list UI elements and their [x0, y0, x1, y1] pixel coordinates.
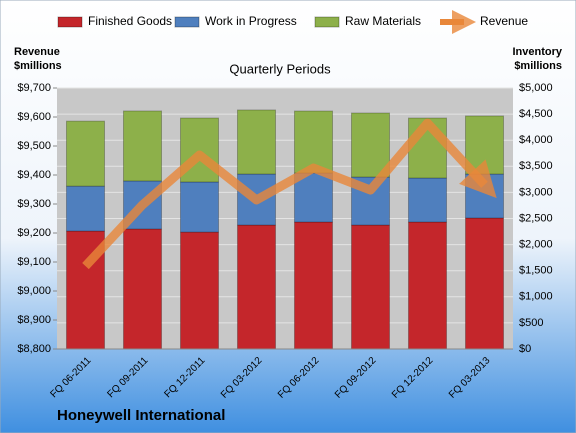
- y2-label: Inventory: [512, 46, 562, 58]
- y2-label: $millions: [514, 60, 562, 72]
- legend-swatch: [57, 16, 83, 28]
- y2-tick-label: $0: [519, 343, 531, 355]
- legend-label: Revenue: [480, 14, 528, 28]
- bar-segment: [123, 228, 162, 350]
- bar-segment: [66, 120, 105, 187]
- y2-tick-label: $4,000: [519, 134, 553, 146]
- bar-segment: [351, 112, 390, 178]
- revenue-line: [82, 118, 497, 270]
- bar-segment: [180, 231, 219, 350]
- bar-segment: [237, 224, 276, 350]
- y-tick-label: $8,800: [17, 343, 51, 355]
- legend-swatch: [174, 16, 200, 28]
- bar-segment: [123, 110, 162, 182]
- legend-label: Raw Materials: [345, 14, 421, 28]
- y2-tick-label: $4,500: [519, 108, 553, 120]
- bar-segment: [408, 177, 447, 223]
- y-tick-label: $9,700: [17, 82, 51, 94]
- y2-tick-label: $2,500: [519, 212, 553, 224]
- bar-segment: [294, 172, 333, 223]
- y2-tick-label: $3,000: [519, 186, 553, 198]
- y2-tick-label: $2,000: [519, 239, 553, 251]
- y2-tick-label: $1,000: [519, 291, 553, 303]
- bar-segment: [180, 181, 219, 233]
- y-tick-label: $9,000: [17, 285, 51, 297]
- y-tick-label: $9,100: [17, 256, 51, 268]
- legend-label: Work in Progress: [205, 14, 297, 28]
- bar-segment: [294, 221, 333, 350]
- y2-tick-label: $1,500: [519, 265, 553, 277]
- bar-segment: [294, 110, 333, 174]
- y-tick-label: $9,500: [17, 140, 51, 152]
- bar-segment: [237, 109, 276, 175]
- legend-label: Finished Goods: [88, 14, 172, 28]
- y-tick-label: $8,900: [17, 314, 51, 326]
- bar-segment: [408, 221, 447, 350]
- y-label: $millions: [14, 60, 62, 72]
- y2-tick-label: $3,500: [519, 160, 553, 172]
- y-tick-label: $9,200: [17, 227, 51, 239]
- y-label: Revenue: [14, 46, 60, 58]
- bar-segment: [351, 224, 390, 350]
- y-tick-label: $9,300: [17, 198, 51, 210]
- bar-segment: [465, 217, 504, 350]
- chart-title: Quarterly Periods: [229, 61, 331, 76]
- legend-swatch: [314, 16, 340, 28]
- bar-segment: [66, 185, 105, 232]
- y-tick-label: $9,400: [17, 169, 51, 181]
- footer: Honeywell International: [57, 407, 225, 424]
- y2-tick-label: $5,000: [519, 82, 553, 94]
- y2-tick-label: $500: [519, 317, 543, 329]
- y-tick-label: $9,600: [17, 111, 51, 123]
